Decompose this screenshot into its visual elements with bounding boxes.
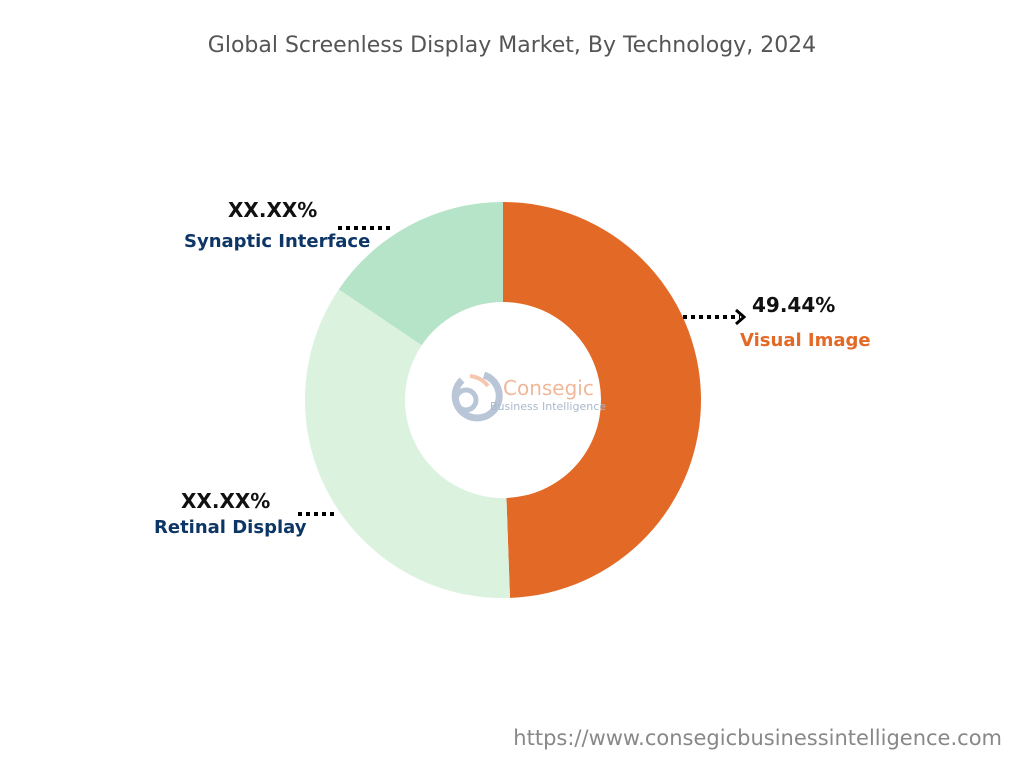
- data-label-visual-image: 49.44%: [752, 293, 836, 317]
- logo-name: Consegic: [503, 376, 594, 400]
- leader-lines: [298, 226, 747, 516]
- category-label-retinal-display: Retinal Display: [154, 517, 307, 538]
- category-label-visual-image: Visual Image: [740, 330, 871, 351]
- slice-synaptic-interface: [338, 202, 503, 346]
- slice-retinal-display: [304, 289, 510, 598]
- chart-title: Global Screenless Display Market, By Tec…: [207, 33, 817, 58]
- category-label-synaptic-interface: Synaptic Interface: [184, 231, 371, 252]
- slice-visual-image: [503, 202, 701, 598]
- data-label-retinal-display: XX.XX%: [181, 489, 271, 513]
- data-label-synaptic-interface: XX.XX%: [228, 198, 318, 222]
- source-url[interactable]: https://www.consegicbusinessintelligence…: [513, 726, 1002, 750]
- logo-subtitle: Business Intelligence: [490, 400, 607, 413]
- logo-icon: [451, 371, 503, 422]
